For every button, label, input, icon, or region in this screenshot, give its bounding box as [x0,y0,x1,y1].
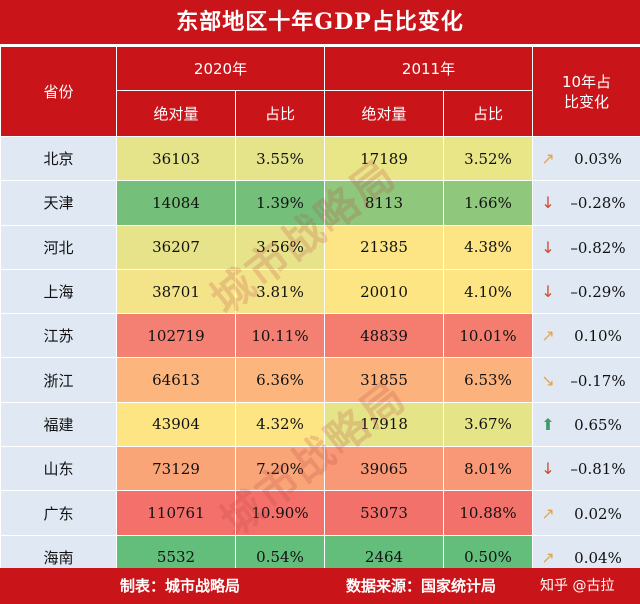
cell-province: 江苏 [0,313,117,359]
table-row: 福建 43904 4.32% 17918 3.67% ⬆ 0.65% [0,401,640,448]
table-body: 北京 36103 3.55% 17189 3.52% ↗ 0.03% 天津 14084 1.39%… [0,135,640,580]
cell-absolute-2020: 36207 [116,224,236,270]
cell-absolute-2011: 21385 [324,224,444,270]
change-value: 0.02% [574,504,622,523]
footer: 制表：城市战略局 数据来源：国家统计局 知乎 @古拉 [0,568,640,604]
cell-province: 天津 [0,180,117,226]
arrow-up-right-icon: ↗ [541,503,555,523]
header-province: 省份 [0,46,117,137]
table-title: 东部地区十年GDP占比变化 [0,0,640,44]
cell-absolute-2011: 8113 [324,180,444,226]
table-row: 天津 14084 1.39% 8113 1.66% ↓ –0.28% [0,180,640,226]
cell-change: ↓ –0.81% [532,446,640,492]
header-share-2020: 占比 [235,90,325,137]
table-row: 山东 73129 7.20% 39065 8.01% ↓ –0.81% [0,446,640,492]
table-row: 浙江 64613 6.36% 31855 6.53% ↘ –0.17% [0,357,640,403]
header-share-2011: 占比 [443,90,533,137]
cell-absolute-2011: 48839 [324,313,444,359]
cell-change: ↗ 0.10% [532,313,640,359]
cell-absolute-2011: 31855 [324,357,444,403]
cell-absolute-2011: 39065 [324,446,444,492]
table-row: 北京 36103 3.55% 17189 3.52% ↗ 0.03% [0,135,640,182]
change-value: –0.81% [570,460,626,479]
cell-absolute-2020: 64613 [116,357,236,403]
cell-share-2020: 4.32% [235,401,325,448]
arrow-up-right-icon: ↗ [541,149,555,169]
arrow-down-icon: ↓ [541,193,555,213]
cell-absolute-2020: 73129 [116,446,236,492]
cell-absolute-2011: 17918 [324,401,444,448]
cell-absolute-2011: 53073 [324,490,444,536]
change-value: –0.82% [570,238,626,257]
cell-share-2011: 8.01% [443,446,533,492]
cell-absolute-2020: 36103 [116,135,236,182]
cell-province: 河北 [0,224,117,270]
cell-change: ⬆ 0.65% [532,401,640,448]
cell-share-2020: 3.56% [235,224,325,270]
cell-share-2011: 3.52% [443,135,533,182]
cell-province: 北京 [0,135,117,182]
header-change: 10年占比变化 [532,46,640,137]
cell-share-2011: 4.10% [443,268,533,315]
header-absolute-2011: 绝对量 [324,90,444,137]
change-value: –0.29% [570,283,626,302]
cell-share-2020: 1.39% [235,180,325,226]
header-year-2020: 2020年 [116,46,325,91]
footer-author: 知乎 @古拉 [540,578,615,594]
arrow-down-icon: ↓ [541,237,555,257]
change-value: 0.10% [574,327,622,346]
header-year-2011: 2011年 [324,46,533,91]
cell-share-2011: 10.88% [443,490,533,536]
change-value: –0.17% [570,371,626,390]
cell-share-2020: 6.36% [235,357,325,403]
cell-share-2011: 4.38% [443,224,533,270]
cell-change: ↓ –0.28% [532,180,640,226]
arrow-up-right-icon: ↗ [541,326,555,346]
cell-share-2020: 10.90% [235,490,325,536]
arrow-down-icon: ↓ [541,459,555,479]
change-value: –0.28% [570,194,626,213]
change-value: 0.04% [574,548,622,567]
cell-share-2011: 6.53% [443,357,533,403]
cell-change: ↓ –0.82% [532,224,640,270]
cell-absolute-2020: 110761 [116,490,236,536]
footer-source: 数据来源：国家统计局 [346,577,497,595]
cell-share-2020: 7.20% [235,446,325,492]
gdp-share-table: 省份 2020年 2011年 10年占比变化 绝对量 占比 绝对量 占比 北京 3… [0,46,640,580]
cell-absolute-2011: 20010 [324,268,444,315]
cell-province: 山东 [0,446,117,492]
arrow-down-icon: ↓ [541,282,555,302]
arrow-down-right-icon: ↘ [541,370,555,390]
table-row: 河北 36207 3.56% 21385 4.38% ↓ –0.82% [0,224,640,270]
table-row: 江苏 102719 10.11% 48839 10.01% ↗ 0.10% [0,313,640,359]
cell-share-2011: 1.66% [443,180,533,226]
cell-change: ↗ 0.02% [532,490,640,536]
cell-absolute-2020: 43904 [116,401,236,448]
cell-absolute-2020: 38701 [116,268,236,315]
cell-change: ↘ –0.17% [532,357,640,403]
cell-share-2020: 3.81% [235,268,325,315]
arrow-up-icon: ⬆ [541,414,555,434]
table-row: 广东 110761 10.90% 53073 10.88% ↗ 0.02% [0,490,640,536]
arrow-up-right-icon: ↗ [541,547,555,567]
cell-absolute-2011: 17189 [324,135,444,182]
change-value: 0.03% [574,150,622,169]
cell-change: ↗ 0.03% [532,135,640,182]
cell-absolute-2020: 14084 [116,180,236,226]
header-absolute-2020: 绝对量 [116,90,236,137]
cell-change: ↓ –0.29% [532,268,640,315]
cell-province: 福建 [0,401,117,448]
cell-share-2011: 10.01% [443,313,533,359]
cell-share-2020: 3.55% [235,135,325,182]
cell-province: 上海 [0,268,117,315]
cell-share-2020: 10.11% [235,313,325,359]
cell-province: 浙江 [0,357,117,403]
table-row: 上海 38701 3.81% 20010 4.10% ↓ –0.29% [0,268,640,315]
cell-share-2011: 3.67% [443,401,533,448]
header-change-label: 10年占比变化 [561,72,612,111]
change-value: 0.65% [574,415,622,434]
footer-made-by: 制表：城市战略局 [120,577,241,595]
cell-province: 广东 [0,490,117,536]
cell-absolute-2020: 102719 [116,313,236,359]
